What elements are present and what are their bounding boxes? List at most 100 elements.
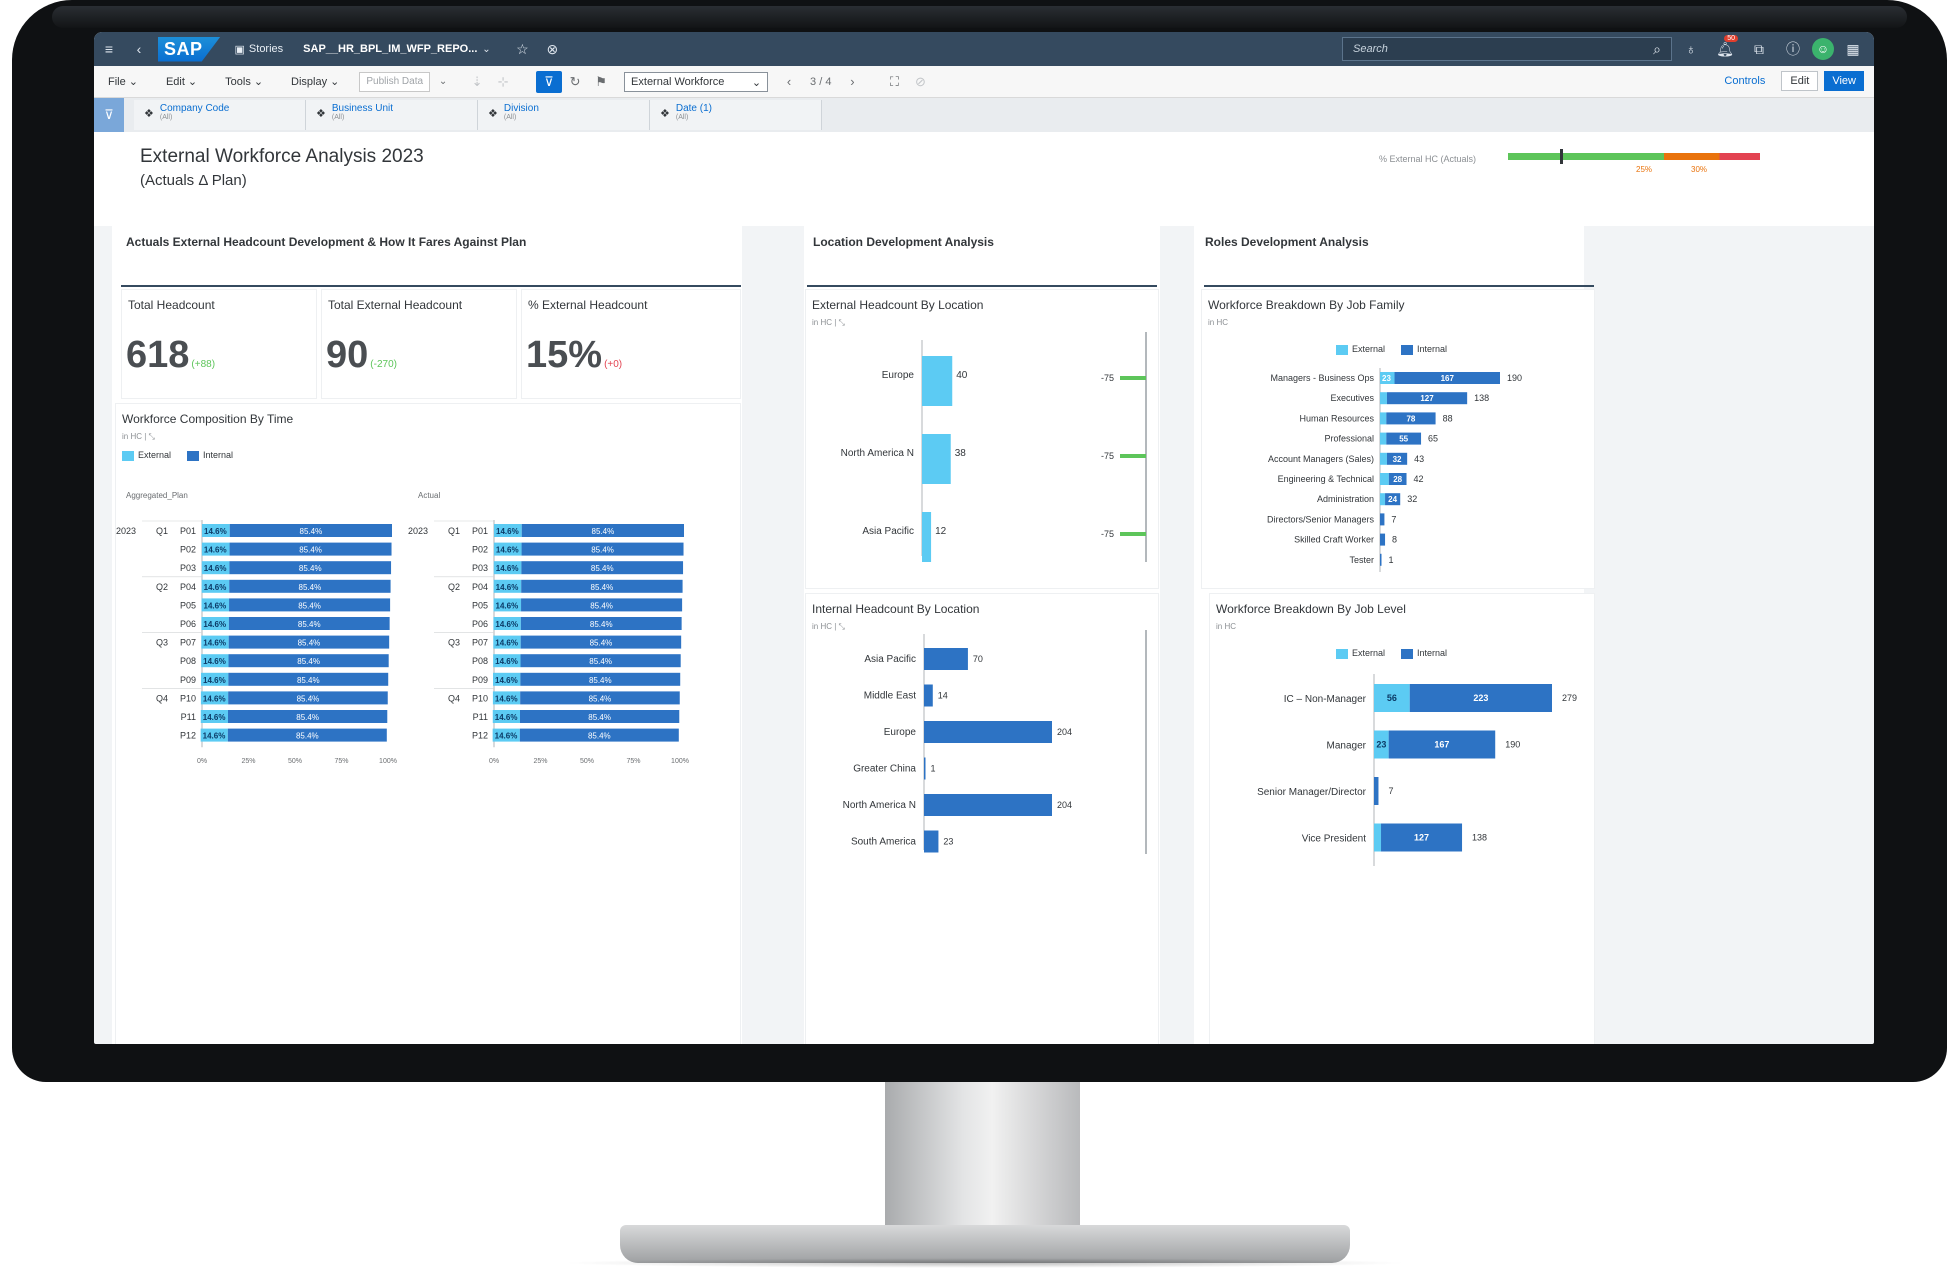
bar-internal[interactable] — [228, 710, 388, 723]
filter-division[interactable]: ❖ Division (All) — [478, 100, 650, 130]
legend-external[interactable]: External — [122, 450, 171, 461]
bar-external[interactable] — [201, 598, 230, 612]
internal-headcount-by-location-card[interactable]: Internal Headcount By Location in HC | ⤡… — [806, 594, 1158, 1044]
bar-external[interactable] — [201, 672, 229, 686]
bar-internal[interactable] — [520, 654, 681, 668]
menu-display[interactable]: Display ⌄ — [277, 75, 353, 89]
notifications-icon[interactable]: 🔔︎ 50 — [1710, 34, 1740, 58]
bar-external[interactable] — [1380, 372, 1395, 384]
bar-external[interactable] — [494, 524, 522, 537]
job-level-chart[interactable]: IC – Non-Manager 56 223 279 Manager 23 167 190 S… — [1210, 670, 1594, 870]
bar-internal[interactable] — [1388, 730, 1496, 759]
bar-internal[interactable] — [229, 561, 392, 575]
legend-internal[interactable]: Internal — [187, 450, 233, 461]
bar-internal[interactable] — [228, 672, 389, 686]
data-locking-icon[interactable]: ⊹ — [497, 73, 509, 89]
controls-button[interactable]: Controls — [1724, 75, 1766, 87]
next-page-icon[interactable]: › — [850, 74, 855, 89]
bar-internal[interactable] — [228, 617, 390, 630]
bar-internal[interactable] — [1381, 823, 1463, 852]
bar-internal[interactable] — [1380, 513, 1385, 526]
bar-external[interactable] — [1374, 823, 1382, 852]
bar-internal[interactable] — [521, 542, 684, 556]
bar-internal[interactable] — [520, 617, 682, 630]
legend-internal[interactable]: Internal — [1401, 648, 1447, 659]
job-family-card[interactable]: Workforce Breakdown By Job Family in HC … — [1202, 290, 1594, 588]
edit-mode-button[interactable]: Edit — [1781, 71, 1819, 91]
bar-external[interactable] — [201, 635, 229, 649]
bar-internal[interactable] — [924, 757, 926, 780]
refresh-icon[interactable]: ↻ — [569, 73, 581, 89]
bar-internal[interactable] — [924, 794, 1052, 816]
internal-location-chart[interactable]: Asia Pacific 70 Middle East 14 Europe 204 Grea… — [806, 630, 1158, 890]
menu-icon[interactable]: ≡ — [104, 41, 114, 57]
chevron-down-icon[interactable]: ⌄ — [482, 43, 491, 55]
bar-internal[interactable] — [1380, 553, 1382, 566]
sap-logo[interactable]: SAP — [158, 36, 221, 62]
bar-internal[interactable] — [228, 635, 390, 649]
bar-external[interactable] — [1380, 452, 1387, 465]
lightbulb-icon[interactable]: ♁ — [1685, 41, 1697, 57]
filter-date[interactable]: ❖ Date (1) (All) — [650, 100, 822, 130]
bar-external[interactable] — [201, 579, 230, 593]
bar-internal[interactable] — [228, 654, 389, 668]
bar-internal[interactable] — [924, 684, 933, 707]
menu-edit[interactable]: Edit ⌄ — [152, 75, 211, 89]
filter-icon[interactable]: ⊽ — [536, 70, 563, 93]
bar-internal[interactable] — [229, 524, 392, 537]
bar-external[interactable] — [1380, 493, 1386, 506]
bar-internal[interactable] — [521, 579, 683, 593]
bar-external[interactable] — [1380, 473, 1389, 485]
bar-external[interactable] — [493, 635, 521, 649]
bar-external[interactable] — [922, 512, 932, 562]
bar-internal[interactable] — [521, 598, 683, 612]
bar-external[interactable] — [922, 356, 953, 406]
bar-internal[interactable] — [1374, 777, 1379, 805]
help-icon[interactable]: ⓘ — [1786, 41, 1800, 57]
close-story-icon[interactable]: ⊗ — [546, 40, 559, 57]
publish-data-button[interactable]: Publish Data — [359, 71, 431, 92]
bar-internal[interactable] — [227, 728, 387, 742]
bar-internal[interactable] — [1385, 493, 1401, 506]
bar-internal[interactable] — [229, 579, 391, 593]
page-select[interactable]: External Workforce ⌄ — [624, 71, 769, 92]
bar-internal[interactable] — [521, 524, 684, 537]
composition-chart[interactable]: Aggregated_Plan 2023 Q1 P01 14.6% 85.4% P02 14.… — [116, 474, 740, 1044]
explorer-icon[interactable]: ⊘ — [915, 73, 926, 89]
bar-external[interactable] — [922, 434, 951, 484]
job-family-chart[interactable]: Managers - Business Ops 23 167 190 Executive… — [1202, 366, 1594, 586]
previous-page-icon[interactable]: ‹ — [786, 74, 792, 89]
bar-external[interactable] — [493, 579, 522, 593]
bar-external[interactable] — [492, 728, 520, 742]
variance-bar[interactable] — [1120, 376, 1146, 380]
drill-icon[interactable]: ⤡ — [148, 432, 155, 441]
kpi-total-headcount[interactable]: Total Headcount 618 (+88) — [122, 290, 316, 398]
bar-external[interactable] — [493, 542, 522, 556]
bar-internal[interactable] — [521, 561, 684, 575]
bar-external[interactable] — [493, 617, 521, 630]
bar-external[interactable] — [1374, 684, 1410, 712]
story-file-title[interactable]: SAP__HR_BPL_IM_WFP_REPO... — [303, 43, 478, 55]
bar-internal[interactable] — [924, 830, 939, 853]
version-dropdown-icon[interactable]: ⌄ — [438, 76, 448, 87]
bar-internal[interactable] — [228, 691, 388, 705]
menu-file[interactable]: File ⌄ — [94, 75, 152, 89]
bar-external[interactable] — [1380, 432, 1387, 445]
back-icon[interactable]: ‹ — [136, 41, 142, 57]
bar-external[interactable] — [493, 672, 521, 686]
bar-external[interactable] — [200, 728, 228, 742]
bar-internal[interactable] — [1386, 432, 1422, 445]
bar-internal[interactable] — [520, 672, 681, 686]
bar-internal[interactable] — [229, 598, 391, 612]
bar-external[interactable] — [492, 710, 521, 723]
bar-external[interactable] — [201, 654, 229, 668]
bar-external[interactable] — [493, 598, 522, 612]
filter-business-unit[interactable]: ❖ Business Unit (All) — [306, 100, 478, 130]
variance-bar[interactable] — [1120, 454, 1146, 458]
bar-external[interactable] — [493, 561, 522, 575]
filter-panel-toggle-icon[interactable]: ⊽ — [94, 98, 124, 132]
bar-external[interactable] — [202, 524, 230, 537]
view-mode-button[interactable]: View — [1824, 71, 1864, 91]
bar-external[interactable] — [493, 654, 521, 668]
legend-external[interactable]: External — [1336, 648, 1385, 659]
